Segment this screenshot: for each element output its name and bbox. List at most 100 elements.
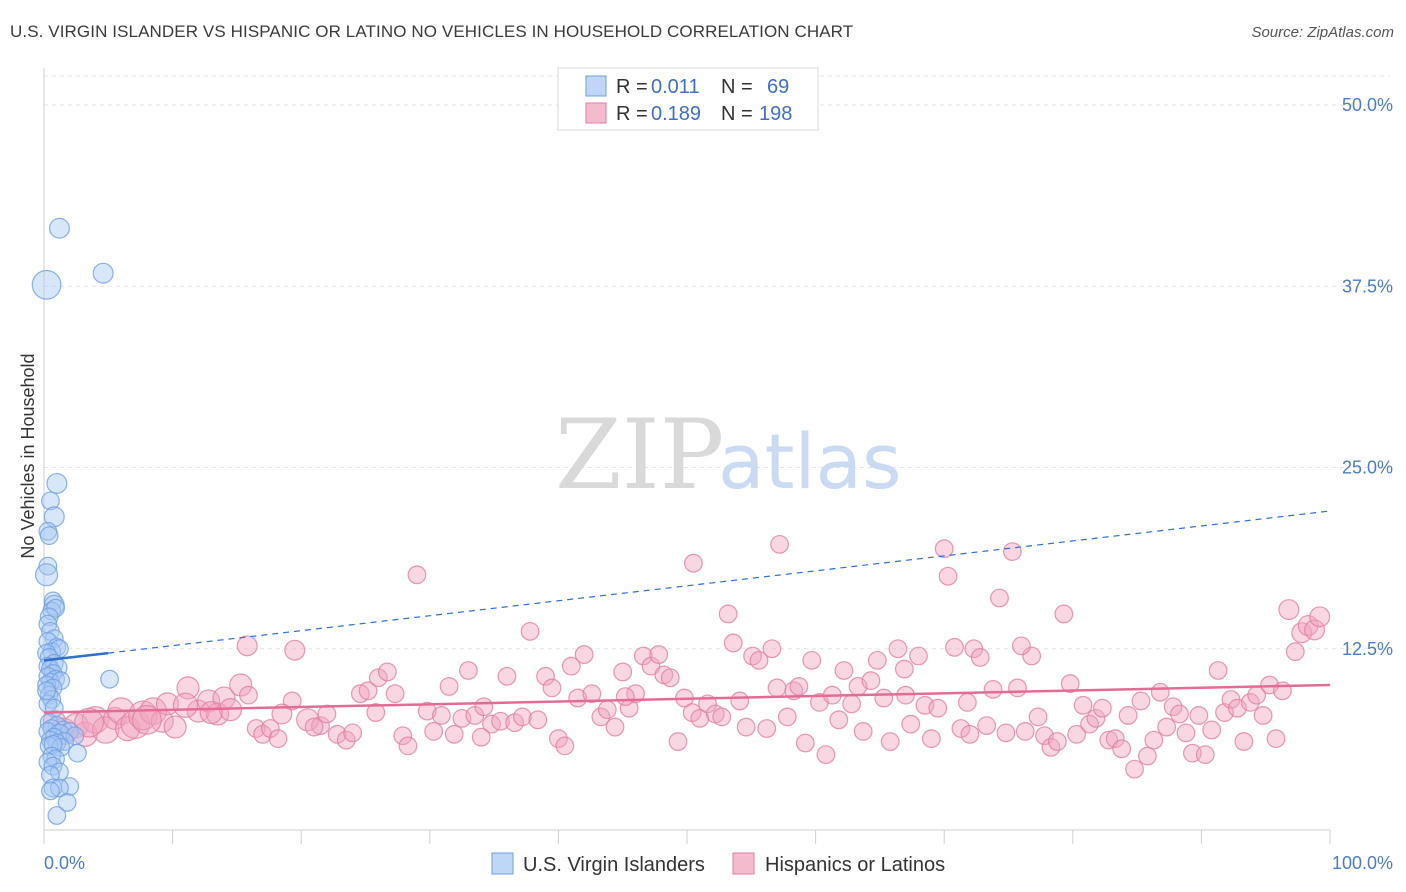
hispanic-point <box>199 700 223 725</box>
hispanic-point <box>1015 722 1035 741</box>
hispanic-point <box>834 661 854 680</box>
hispanic-point <box>867 650 887 670</box>
hispanic-point <box>977 716 997 735</box>
hispanic-point <box>684 553 703 573</box>
hispanic-point <box>271 703 293 725</box>
hispanic-point <box>960 724 980 744</box>
hispanic-point <box>474 697 494 717</box>
hispanic-point <box>1285 642 1305 662</box>
trend-line-pink <box>43 683 1331 714</box>
hispanic-point <box>880 732 900 751</box>
hispanic-point <box>536 666 555 686</box>
hispanic-point <box>861 671 881 691</box>
hispanic-point <box>1131 691 1151 711</box>
hispanic-point <box>431 706 451 725</box>
hispanic-point <box>842 694 862 714</box>
hispanic-point <box>186 699 210 723</box>
hispanic-point <box>909 646 928 666</box>
hispanic-point <box>996 723 1016 743</box>
legend-r-label-blue: R = <box>616 76 648 98</box>
virgin-islander-point <box>92 262 114 284</box>
virgin-islander-point <box>46 472 68 494</box>
x-tick-label-max: 100.0% <box>1332 853 1393 873</box>
hispanic-point <box>1170 704 1189 724</box>
hispanic-point <box>1150 682 1170 702</box>
hispanic-point <box>633 646 653 666</box>
virgin-islander-point <box>31 269 62 300</box>
hispanic-point <box>81 705 110 734</box>
hispanic-point <box>497 666 517 686</box>
hispanic-point <box>197 689 221 713</box>
legend-r-value-pink: 0.189 <box>651 103 701 125</box>
hispanic-point <box>1208 661 1228 680</box>
hispanic-point <box>829 710 849 730</box>
hispanic-point <box>957 693 977 712</box>
hispanic-point <box>512 707 532 727</box>
hispanic-point <box>757 719 777 738</box>
hispanic-point <box>555 736 575 756</box>
hispanic-point <box>928 698 948 718</box>
y-axis-label: No Vehicles in Household <box>18 353 38 558</box>
hispanic-point <box>762 639 782 659</box>
watermark-zip: ZIP <box>555 399 724 511</box>
hispanic-points <box>42 534 1331 779</box>
hispanic-point <box>172 692 199 719</box>
virgin-islander-point <box>48 217 70 239</box>
legend-n-label-blue: N = <box>721 76 753 98</box>
bottom-legend-label-blue: U.S. Virgin Islanders <box>523 854 705 876</box>
y-tick-label: 25.0% <box>1342 458 1393 478</box>
hispanic-point <box>1309 606 1331 628</box>
hispanic-point <box>816 745 836 764</box>
hispanic-point <box>260 719 280 738</box>
hispanic-point <box>393 726 413 746</box>
hispanic-point <box>921 729 941 749</box>
hispanic-point <box>613 662 633 682</box>
hispanic-point <box>366 703 386 722</box>
hispanic-point <box>1253 706 1273 725</box>
hispanic-point <box>520 621 540 641</box>
hispanic-point <box>874 688 894 708</box>
virgin-islander-point <box>41 491 60 511</box>
hispanic-point <box>789 677 809 696</box>
hispanic-point <box>458 661 478 680</box>
hispanic-point <box>649 645 669 664</box>
hispanic-point <box>597 700 617 720</box>
watermark-atlas: atlas <box>718 417 902 506</box>
virgin-islander-point <box>39 526 59 546</box>
hispanic-point <box>343 723 363 743</box>
hispanic-point <box>802 650 822 670</box>
hispanic-point <box>439 677 459 696</box>
hispanic-point <box>444 724 464 744</box>
legend-swatch-pink <box>585 102 607 124</box>
hispanic-point <box>1144 730 1164 750</box>
hispanic-point <box>239 685 258 705</box>
hispanic-point <box>1054 604 1074 624</box>
hispanic-point <box>1240 693 1260 712</box>
hispanic-point <box>424 722 444 741</box>
virgin-islander-point <box>47 806 67 825</box>
hispanic-point <box>767 678 787 698</box>
gridlines <box>44 75 1390 650</box>
hispanic-point <box>407 565 427 585</box>
hispanic-point <box>1099 730 1119 750</box>
hispanic-point <box>1112 739 1132 759</box>
legend-r-value-blue: 0.011 <box>651 76 700 98</box>
hispanic-point <box>990 588 1009 608</box>
trend-lines <box>43 510 1331 714</box>
hispanic-point <box>1060 674 1080 693</box>
hispanic-point <box>712 707 732 727</box>
hispanic-point <box>615 687 635 706</box>
bottom-legend-label-pink: Hispanics or Latinos <box>765 854 945 876</box>
virgin-islander-point <box>51 671 71 691</box>
hispanic-point <box>1278 599 1300 621</box>
hispanic-point <box>528 710 548 730</box>
legend-r-label-pink: R = <box>616 103 648 125</box>
virgin-islander-point <box>41 781 60 801</box>
hispanic-point <box>1011 636 1031 656</box>
hispanic-point <box>1105 729 1125 749</box>
hispanic-point <box>284 639 306 661</box>
virgin-islander-point <box>43 778 63 798</box>
virgin-islander-point <box>37 681 56 701</box>
hispanic-point <box>795 733 815 753</box>
hispanic-point <box>128 700 158 731</box>
